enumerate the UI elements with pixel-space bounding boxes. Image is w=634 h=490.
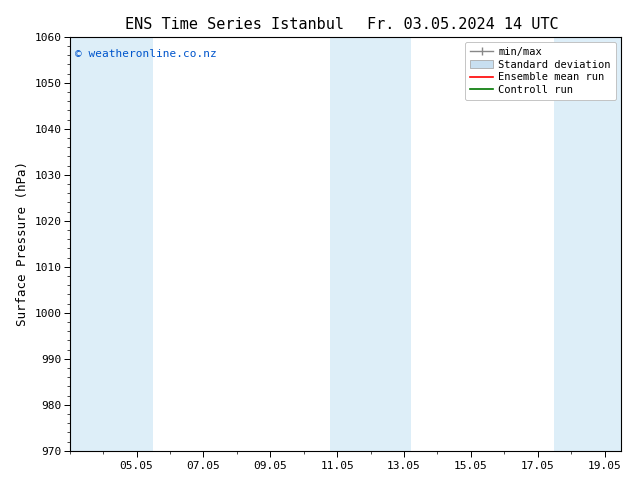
- Bar: [70, 37, 153, 451]
- Text: ENS Time Series Istanbul: ENS Time Series Istanbul: [125, 17, 344, 32]
- Bar: [330, 37, 411, 451]
- Text: Fr. 03.05.2024 14 UTC: Fr. 03.05.2024 14 UTC: [367, 17, 559, 32]
- Legend: min/max, Standard deviation, Ensemble mean run, Controll run: min/max, Standard deviation, Ensemble me…: [465, 42, 616, 100]
- Bar: [555, 37, 621, 451]
- Text: © weatheronline.co.nz: © weatheronline.co.nz: [75, 49, 217, 59]
- Y-axis label: Surface Pressure (hPa): Surface Pressure (hPa): [16, 161, 29, 326]
